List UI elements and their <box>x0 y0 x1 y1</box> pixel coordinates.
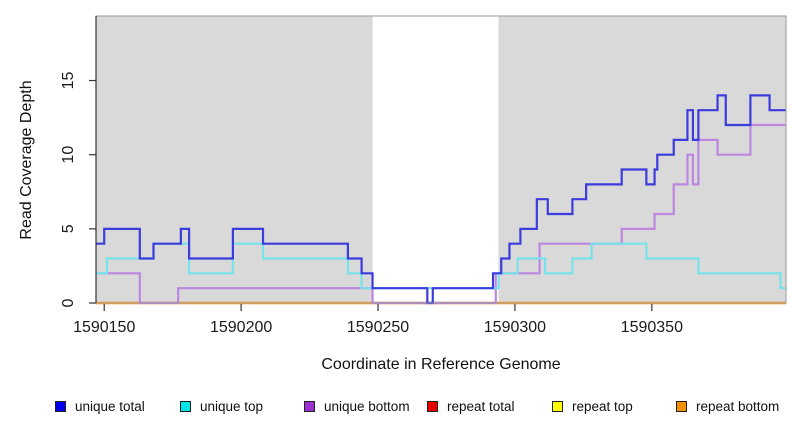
legend-label: repeat top <box>572 398 633 414</box>
coverage-gap-region <box>372 16 499 303</box>
x-tick-label: 1590150 <box>73 319 135 336</box>
legend-item-repeat-top: repeat top <box>552 396 633 416</box>
x-tick-label: 1590250 <box>347 319 409 336</box>
legend-item-repeat-total: repeat total <box>427 396 515 416</box>
legend-item-unique-total: unique total <box>55 396 145 416</box>
legend-label: repeat total <box>447 398 515 414</box>
legend-item-repeat-bottom: repeat bottom <box>676 396 779 416</box>
x-axis-label: Coordinate in Reference Genome <box>321 356 561 373</box>
x-tick-label: 1590300 <box>484 319 546 336</box>
legend-swatch-icon <box>427 400 438 412</box>
legend-label: unique bottom <box>324 398 410 414</box>
legend-label: unique total <box>75 398 145 414</box>
y-axis-label: Read Coverage Depth <box>18 80 35 240</box>
legend-item-unique-top: unique top <box>180 396 263 416</box>
series-line-unique-total <box>96 94 786 305</box>
x-tick-label: 1590200 <box>210 319 272 336</box>
legend-label: unique top <box>200 398 264 414</box>
y-tick-label: 15 <box>60 72 77 90</box>
legend-item-unique-bottom: unique bottom <box>304 396 410 416</box>
y-tick-label: 10 <box>60 146 77 164</box>
legend-label: repeat bottom <box>696 398 780 414</box>
legend-swatch-icon <box>552 400 563 412</box>
legend-swatch-icon <box>180 400 191 412</box>
y-tick-label: 5 <box>60 224 77 233</box>
x-tick-label: 1590350 <box>621 319 683 336</box>
legend-swatch-icon <box>676 400 687 412</box>
chart-legend: unique total unique top unique bottom repea… <box>0 396 792 418</box>
series-line-unique-bottom <box>96 123 786 305</box>
legend-swatch-icon <box>55 400 66 412</box>
legend-swatch-icon <box>304 400 315 412</box>
y-tick-label: 0 <box>60 298 77 307</box>
